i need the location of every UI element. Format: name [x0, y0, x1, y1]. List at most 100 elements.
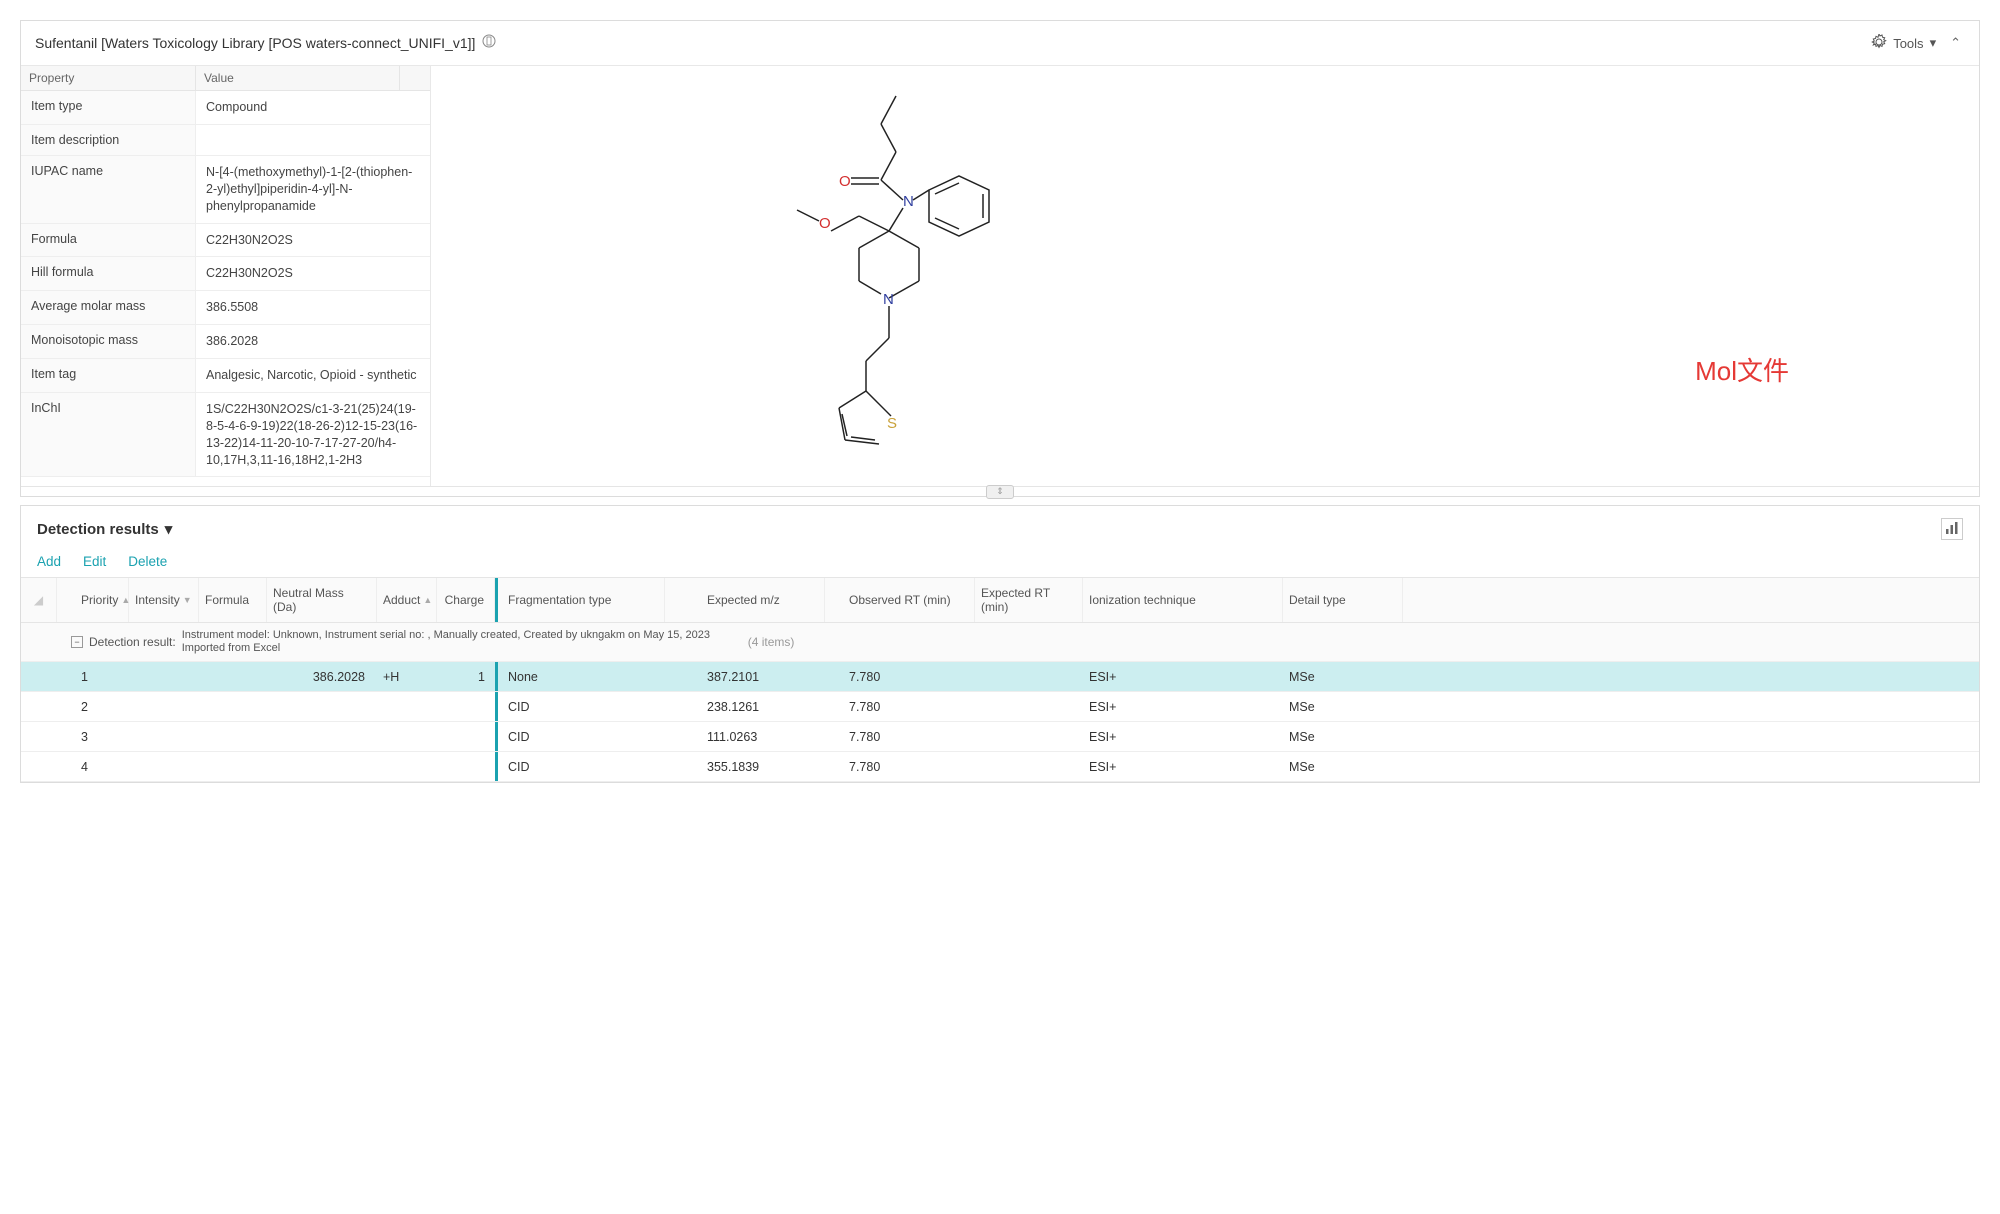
cell-frag-type: None	[495, 662, 665, 691]
edit-button[interactable]: Edit	[83, 554, 106, 569]
prop-val: N-[4-(methoxymethyl)-1-[2-(thiophen-2-yl…	[196, 156, 430, 223]
cell-ionization: ESI+	[1083, 722, 1283, 751]
cell-expected-mz: 355.1839	[665, 752, 825, 781]
cell-observed-rt: 7.780	[825, 752, 975, 781]
col-adduct[interactable]: Adduct▲	[377, 578, 437, 622]
results-header: Detection results ▾	[21, 506, 1979, 550]
chart-icon	[1945, 521, 1959, 538]
prop-val: 386.5508	[196, 291, 430, 324]
prop-row-mono-mass[interactable]: Monoisotopic mass 386.2028	[21, 325, 430, 359]
prop-row-avg-mass[interactable]: Average molar mass 386.5508	[21, 291, 430, 325]
compound-title: Sufentanil [Waters Toxicology Library [P…	[35, 33, 497, 53]
cell-charge	[437, 692, 495, 721]
cell-expected-rt	[975, 752, 1083, 781]
cell-charge: 1	[437, 662, 495, 691]
property-table: Property Value Item type Compound Item d…	[21, 66, 431, 486]
col-property: Property	[21, 66, 196, 90]
cell-intensity	[129, 752, 199, 781]
results-title-text: Detection results	[37, 521, 159, 538]
compound-body: Property Value Item type Compound Item d…	[21, 66, 1979, 486]
col-neutral-mass[interactable]: Neutral Mass (Da)	[267, 578, 377, 622]
delete-button[interactable]: Delete	[128, 554, 167, 569]
cell-adduct	[377, 752, 437, 781]
compound-panel: Sufentanil [Waters Toxicology Library [P…	[20, 20, 1980, 497]
col-frag-type[interactable]: Fragmentation type	[495, 578, 665, 622]
prop-val: Analgesic, Narcotic, Opioid - synthetic	[196, 359, 430, 392]
panel-splitter[interactable]: ⇕	[21, 486, 1979, 496]
group-label: Detection result:	[89, 635, 176, 649]
col-detail-type[interactable]: Detail type	[1283, 578, 1403, 622]
table-row[interactable]: 4 CID355.18397.780 ESI+MSe	[21, 752, 1979, 782]
cell-formula	[199, 752, 267, 781]
prop-val: 1S/C22H30N2O2S/c1-3-21(25)24(19-8-5-4-6-…	[196, 393, 430, 477]
collapse-up-icon[interactable]: ⌃	[1946, 31, 1965, 55]
structure-viewer[interactable]: O O N N S Mol文件	[431, 66, 1979, 486]
cell-observed-rt: 7.780	[825, 722, 975, 751]
sort-asc-icon: ▲	[423, 595, 432, 605]
results-title[interactable]: Detection results ▾	[37, 520, 172, 538]
library-icon	[481, 33, 497, 53]
prop-row-item-desc[interactable]: Item description	[21, 125, 430, 156]
table-row[interactable]: 3CID111.02637.780ESI+MSe	[21, 722, 1979, 752]
col-formula[interactable]: Formula	[199, 578, 267, 622]
triangle-icon: ◢	[34, 593, 43, 607]
sort-desc-icon: ▼	[183, 595, 192, 605]
molecule-diagram: O O N N S	[711, 76, 1091, 486]
cell-charge	[437, 752, 495, 781]
prop-row-item-type[interactable]: Item type Compound	[21, 91, 430, 125]
col-priority[interactable]: Priority▲	[57, 578, 129, 622]
atom-s: S	[887, 415, 897, 432]
col-intensity[interactable]: Intensity▼	[129, 578, 199, 622]
col-expected-rt[interactable]: Expected RT (min)	[975, 578, 1083, 622]
cell-adduct	[377, 722, 437, 751]
panel-actions: Tools ▾ ⌃	[1871, 31, 1965, 55]
cell-ionization: ESI+	[1083, 692, 1283, 721]
cell-detail-type: MSe	[1283, 662, 1403, 691]
prop-row-tag[interactable]: Item tag Analgesic, Narcotic, Opioid - s…	[21, 359, 430, 393]
expand-minus-icon[interactable]: −	[71, 636, 83, 648]
prop-row-iupac[interactable]: IUPAC name N-[4-(methoxymethyl)-1-[2-(th…	[21, 156, 430, 224]
table-row[interactable]: 2CID238.12617.780ESI+MSe	[21, 692, 1979, 722]
col-charge[interactable]: Charge	[437, 578, 495, 622]
table-row[interactable]: 1386.2028+H1None387.21017.780ESI+MSe	[21, 662, 1979, 692]
results-action-bar: Add Edit Delete	[21, 550, 1979, 577]
cell-expected-rt	[975, 692, 1083, 721]
col-expected-mz[interactable]: Expected m/z	[665, 578, 825, 622]
cell-ionization: ESI+	[1083, 752, 1283, 781]
tools-button[interactable]: Tools ▾	[1871, 34, 1936, 53]
group-row[interactable]: − Detection result: Instrument model: Un…	[21, 623, 1979, 662]
prop-key: Item tag	[21, 359, 196, 392]
prop-val: 386.2028	[196, 325, 430, 358]
col-expand[interactable]: ◢	[21, 578, 57, 622]
cell-priority: 4	[57, 752, 129, 781]
col-ionization[interactable]: Ionization technique	[1083, 578, 1283, 622]
col-observed-rt[interactable]: Observed RT (min)	[825, 578, 975, 622]
mol-label: Mol文件	[1695, 351, 1789, 388]
cell-priority: 3	[57, 722, 129, 751]
cell-priority: 1	[57, 662, 129, 691]
prop-row-hill[interactable]: Hill formula C22H30N2O2S	[21, 257, 430, 291]
cell-intensity	[129, 662, 199, 691]
prop-key: Hill formula	[21, 257, 196, 290]
cell-neutral-mass	[267, 692, 377, 721]
col-spare	[400, 66, 430, 90]
cell-expected-mz: 238.1261	[665, 692, 825, 721]
prop-row-formula[interactable]: Formula C22H30N2O2S	[21, 224, 430, 258]
prop-key: Average molar mass	[21, 291, 196, 324]
cell-neutral-mass: 386.2028	[267, 662, 377, 691]
cell-detail-type: MSe	[1283, 752, 1403, 781]
prop-val: C22H30N2O2S	[196, 224, 430, 257]
cell-neutral-mass	[267, 722, 377, 751]
cell-formula	[199, 662, 267, 691]
chart-button[interactable]	[1941, 518, 1963, 540]
prop-row-inchi[interactable]: InChI 1S/C22H30N2O2S/c1-3-21(25)24(19-8-…	[21, 393, 430, 478]
cell-frag-type: CID	[495, 752, 665, 781]
cell-detail-type: MSe	[1283, 722, 1403, 751]
cell-intensity	[129, 722, 199, 751]
add-button[interactable]: Add	[37, 554, 61, 569]
atom-n1: N	[903, 193, 914, 210]
cell-detail-type: MSe	[1283, 692, 1403, 721]
prop-key: Formula	[21, 224, 196, 257]
cell-expected-rt	[975, 722, 1083, 751]
caret-down-icon: ▾	[165, 520, 173, 538]
